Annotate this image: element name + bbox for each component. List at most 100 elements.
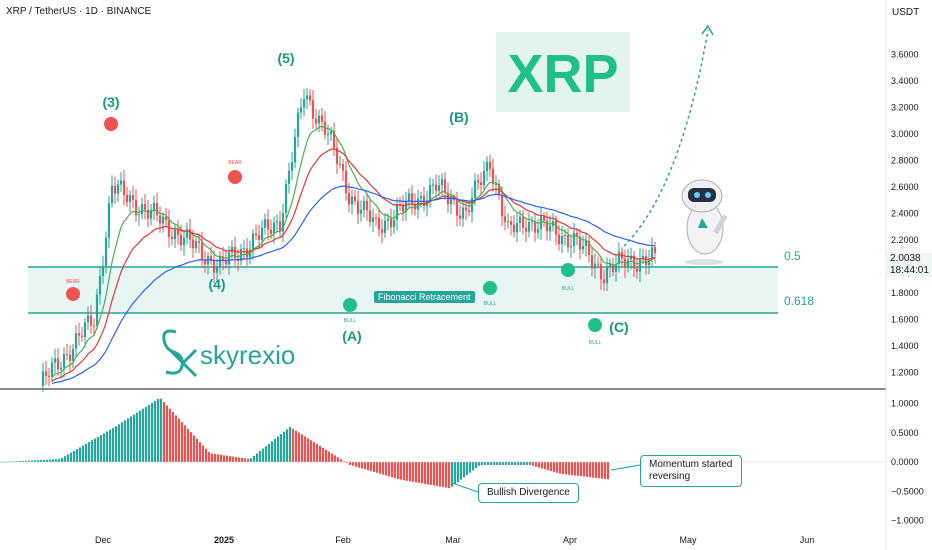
oscillator-bar bbox=[219, 454, 223, 462]
oscillator-bar bbox=[210, 453, 214, 462]
candle-body bbox=[353, 196, 357, 201]
oscillator-bar bbox=[198, 442, 202, 462]
wave-label: (5) bbox=[277, 50, 294, 66]
oscillator-bar bbox=[135, 412, 139, 462]
momentum-callout: Momentum started reversing bbox=[640, 455, 742, 487]
oscillator-bar bbox=[501, 462, 505, 465]
oscillator-bar bbox=[498, 462, 502, 465]
oscillator-bar bbox=[42, 459, 46, 462]
candle-body bbox=[56, 358, 60, 370]
candle-body bbox=[428, 185, 432, 202]
oscillator-bar bbox=[441, 462, 445, 488]
oscillator-bar bbox=[27, 460, 31, 462]
candle-body bbox=[317, 115, 321, 124]
candle-body bbox=[500, 195, 504, 217]
candle-body bbox=[143, 204, 147, 210]
candle-body bbox=[611, 264, 615, 272]
candle-body bbox=[203, 259, 207, 265]
moving-averages-layer bbox=[51, 125, 656, 385]
oscillator-bar bbox=[48, 459, 52, 462]
candle-body bbox=[209, 255, 213, 261]
oscillator-bar bbox=[456, 462, 460, 483]
price-scale[interactable]: 3.6000 3.4000 3.2000 3.0000 2.8000 2.6000 2.40… bbox=[891, 50, 924, 526]
candle-body bbox=[62, 354, 66, 368]
oscillator-bar bbox=[69, 452, 73, 462]
price-tick-label: 2.2000 bbox=[891, 235, 919, 245]
oscillator-bar bbox=[339, 459, 343, 462]
candle-body bbox=[260, 227, 264, 240]
oscillator-bar bbox=[78, 447, 82, 462]
candle-body bbox=[635, 268, 639, 272]
candle-body bbox=[275, 221, 279, 223]
oscillator-bar bbox=[279, 434, 283, 462]
candle-body bbox=[314, 118, 318, 124]
candle-body bbox=[59, 367, 63, 370]
candle-body bbox=[218, 256, 222, 267]
oscillator-bar bbox=[36, 460, 40, 462]
candle-body bbox=[308, 95, 312, 101]
oscillator-bar bbox=[387, 462, 391, 477]
candle-body bbox=[548, 225, 552, 232]
candle-body bbox=[410, 193, 414, 205]
oscillator-bar bbox=[399, 462, 403, 480]
oscillator-bar bbox=[246, 458, 250, 462]
oscillator-bar bbox=[273, 438, 277, 462]
candle-body bbox=[440, 179, 444, 186]
oscillator-bar bbox=[24, 460, 28, 462]
ema-fast-line bbox=[51, 125, 656, 378]
candle-body bbox=[68, 354, 72, 361]
candle-body bbox=[533, 221, 537, 233]
oscillator-layer bbox=[0, 398, 610, 489]
candle-body bbox=[431, 184, 435, 186]
oscillator-bar bbox=[363, 462, 367, 470]
oscillator-bar bbox=[588, 462, 592, 478]
candle-body bbox=[557, 234, 561, 245]
candle-body bbox=[587, 241, 591, 256]
candle-body bbox=[542, 216, 546, 221]
oscillator-bar bbox=[414, 462, 418, 483]
oscillator-bar bbox=[231, 456, 235, 462]
candle-body bbox=[233, 246, 237, 259]
divergence-callout: Bullish Divergence bbox=[478, 483, 579, 503]
oscillator-bar bbox=[522, 462, 526, 465]
oscillator-bar bbox=[297, 432, 301, 462]
candle-body bbox=[149, 209, 153, 219]
oscillator-bar bbox=[18, 461, 22, 462]
oscillator-bar bbox=[195, 438, 199, 462]
oscillator-bar bbox=[477, 462, 481, 466]
oscillator-bar bbox=[291, 428, 295, 462]
candle-body bbox=[419, 196, 423, 199]
oscillator-bar bbox=[591, 462, 595, 478]
xrp-logo-text: XRP bbox=[507, 44, 618, 104]
oscillator-bar bbox=[216, 454, 220, 462]
oscillator-bar bbox=[186, 428, 190, 462]
candle-body bbox=[413, 204, 417, 210]
oscillator-bar bbox=[528, 462, 532, 465]
divergence-callout-connector bbox=[451, 482, 479, 493]
time-scale[interactable]: Dec 2025 Feb Mar Apr May Jun bbox=[95, 535, 814, 545]
oscillator-bar bbox=[360, 462, 364, 469]
oscillator-bar bbox=[75, 449, 79, 462]
price-tick-label: 1.4000 bbox=[891, 341, 919, 351]
oscillator-bar bbox=[189, 432, 193, 462]
bull-signal-label: BULL bbox=[589, 340, 602, 346]
oscillator-tick-label: −0.5000 bbox=[891, 486, 924, 496]
price-tick-label: 3.4000 bbox=[891, 76, 919, 86]
oscillator-bar bbox=[114, 426, 118, 462]
oscillator-bar bbox=[93, 438, 97, 462]
candle-body bbox=[119, 180, 123, 185]
candle-body bbox=[311, 100, 315, 119]
candle-body bbox=[653, 247, 657, 254]
oscillator-bar bbox=[426, 462, 430, 485]
candle-body bbox=[449, 198, 453, 205]
oscillator-bar bbox=[99, 435, 103, 462]
candle-body bbox=[629, 255, 633, 260]
oscillator-bar bbox=[471, 462, 475, 471]
oscillator-bar bbox=[132, 414, 136, 462]
candle-body bbox=[341, 163, 345, 171]
oscillator-bar bbox=[126, 418, 130, 462]
oscillator-bar bbox=[171, 412, 175, 462]
candle-body bbox=[344, 170, 348, 194]
